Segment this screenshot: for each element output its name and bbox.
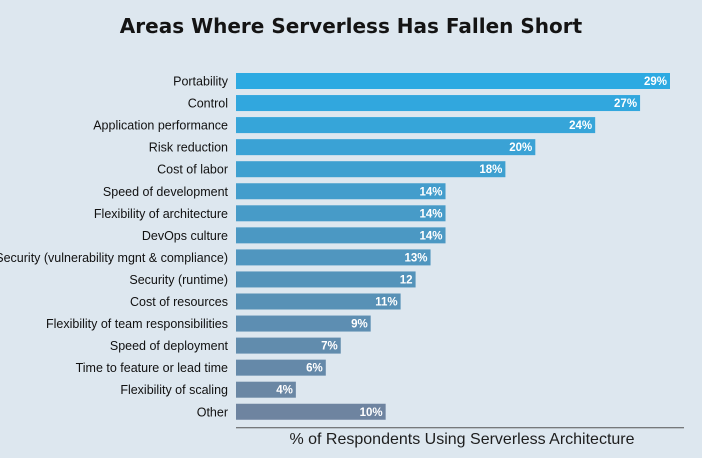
bar-16	[236, 403, 386, 420]
value-label: 9%	[351, 319, 368, 331]
category-label: Security (runtime)	[129, 273, 228, 287]
value-label: 11%	[375, 297, 397, 309]
category-label: Time to feature or lead time	[76, 361, 228, 375]
value-label: 27%	[614, 98, 637, 110]
value-label: 14%	[419, 208, 442, 220]
value-label: 18%	[479, 164, 502, 176]
category-label: Speed of development	[103, 185, 229, 199]
value-label: 13%	[405, 252, 428, 264]
category-label: DevOps culture	[142, 229, 228, 243]
chart-title: Areas Where Serverless Has Fallen Short	[119, 14, 583, 38]
category-label: Cost of labor	[157, 163, 228, 177]
category-label: Flexibility of architecture	[94, 207, 228, 221]
bar-3	[236, 117, 596, 134]
category-label: Cost of resources	[130, 295, 228, 309]
category-label: Security (vulnerability mgnt & complianc…	[0, 251, 228, 265]
bar-13	[236, 337, 341, 354]
value-label: 14%	[419, 186, 442, 198]
bar-14	[236, 359, 326, 376]
value-label: 14%	[419, 230, 442, 242]
bar-1	[236, 73, 670, 89]
bars-group: Portability 29% Control 27% Application perf…	[0, 73, 670, 420]
bar-5	[236, 161, 506, 178]
value-label: 10%	[360, 407, 383, 419]
category-label: Flexibility of scaling	[120, 383, 228, 397]
value-label: 24%	[569, 120, 592, 132]
category-label: Risk reduction	[149, 141, 228, 155]
category-label: Portability	[173, 75, 229, 89]
value-label: 20%	[509, 142, 532, 154]
bar-9	[236, 249, 431, 266]
bar-6	[236, 183, 446, 200]
bar-7	[236, 205, 446, 222]
x-axis-title: % of Respondents Using Serverless Archit…	[289, 431, 635, 448]
value-label: 4%	[276, 385, 293, 397]
bar-10	[236, 271, 416, 288]
bar-2	[236, 95, 641, 112]
bar-4	[236, 139, 536, 156]
bar-8	[236, 227, 446, 244]
value-label: 12	[400, 274, 413, 286]
category-label: Control	[188, 97, 228, 111]
value-label: 29%	[644, 76, 667, 88]
category-label: Speed of deployment	[110, 339, 229, 353]
bar-15	[236, 381, 296, 398]
bar-11	[236, 293, 401, 310]
value-label: 6%	[306, 363, 323, 375]
category-label: Application performance	[93, 119, 228, 133]
bar-12	[236, 315, 371, 332]
category-label: Other	[197, 405, 228, 419]
value-label: 7%	[321, 341, 338, 353]
category-label: Flexibility of team responsibilities	[46, 317, 228, 331]
